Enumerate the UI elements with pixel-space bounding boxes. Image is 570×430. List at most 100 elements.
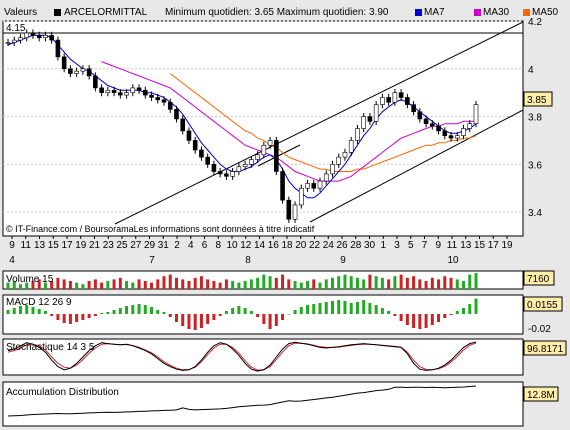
candle-body	[49, 35, 54, 41]
candle-body	[74, 70, 79, 74]
volume-bar	[293, 281, 297, 289]
macd-bar	[199, 314, 203, 328]
candle-body	[124, 92, 129, 96]
candle-body	[442, 130, 448, 136]
volume-bars	[6, 273, 478, 289]
candle-body	[30, 32, 36, 36]
candle-body	[342, 152, 348, 158]
macd-bar	[256, 314, 260, 317]
month-label: 9	[340, 255, 346, 266]
volume-bar	[156, 279, 160, 289]
volume-bar	[187, 281, 191, 289]
volume-bar	[168, 274, 172, 289]
volume-bar	[81, 284, 85, 289]
volume-bar	[37, 279, 41, 289]
date-tick-label: 29	[144, 240, 156, 251]
macd-bar	[50, 314, 54, 316]
volume-bar	[118, 277, 122, 289]
channel-lower-line	[309, 109, 524, 223]
date-tick-label: 21	[89, 240, 101, 251]
price-ytick-label: 3.8	[528, 113, 542, 124]
candle-body	[274, 140, 279, 172]
volume-bar	[449, 277, 453, 289]
volume-bar	[75, 282, 79, 289]
macd-bar	[399, 314, 403, 321]
candle-body	[224, 173, 229, 177]
macd-bar	[362, 300, 366, 314]
ma50-swatch	[523, 9, 530, 16]
volume-bar	[224, 279, 228, 289]
volume-bar	[324, 279, 328, 289]
macd-bar	[349, 303, 353, 314]
volume-bar	[443, 276, 447, 289]
macd-bar	[449, 314, 453, 315]
candle-body	[18, 37, 23, 41]
macd-bar	[218, 314, 222, 316]
candle-body	[142, 89, 148, 96]
macd-bar	[131, 305, 135, 314]
volume-bar	[25, 282, 29, 289]
candle-body	[68, 68, 73, 74]
volume-bar	[106, 281, 110, 289]
macd-bar	[355, 302, 359, 314]
candle-body	[286, 199, 292, 220]
volume-bar	[437, 279, 441, 289]
stochastic-last-box	[523, 340, 567, 356]
candle-body	[24, 32, 30, 39]
ma50-line	[169, 73, 477, 172]
candle-body	[236, 166, 242, 172]
ma50-legend: MA50	[532, 7, 559, 18]
date-tick-label: 20	[295, 240, 307, 251]
month-label: 10	[447, 255, 459, 266]
candle-body	[192, 140, 198, 151]
ma30-legend: MA30	[483, 7, 510, 18]
volume-bar	[399, 274, 403, 289]
candle-body	[298, 187, 304, 206]
stochastic-k-line	[7, 341, 477, 372]
price-candles	[5, 29, 479, 223]
macd-bar	[443, 314, 447, 318]
macd-bar	[368, 303, 372, 314]
volume-bar	[43, 282, 47, 289]
volume-bar	[268, 276, 272, 289]
macd-bar	[231, 308, 235, 314]
price-last-value: 3.85	[527, 95, 547, 106]
macd-bar	[424, 314, 428, 328]
date-tick-label: 11	[21, 240, 32, 251]
candle-body	[149, 94, 154, 98]
volume-bar	[231, 281, 235, 289]
volume-bar	[281, 274, 285, 289]
candle-body	[255, 154, 260, 160]
macd-bar	[474, 298, 478, 314]
volume-bar	[424, 281, 428, 289]
price-y-axis: 3.4 3.6 3.8 4 4.2	[528, 17, 542, 219]
volume-bar	[206, 279, 210, 289]
channel-inner-line	[257, 144, 301, 167]
volume-bar	[306, 281, 310, 289]
ma7-swatch	[415, 9, 422, 16]
macd-bar	[118, 308, 122, 314]
candle-body	[111, 89, 117, 93]
date-tick-label: 13	[34, 240, 46, 251]
candle-body	[336, 156, 342, 165]
symbol-swatch	[54, 9, 61, 16]
macd-bar	[187, 314, 191, 329]
volume-bar	[143, 281, 147, 289]
volume-bar	[374, 276, 378, 289]
volume-bar	[343, 274, 347, 289]
volume-bar	[237, 282, 241, 289]
macd-bar	[137, 304, 141, 314]
macd-bar	[25, 305, 29, 314]
date-tick-label: 13	[460, 240, 472, 251]
macd-bar	[168, 314, 172, 317]
volume-bar	[468, 274, 472, 289]
price-ytick-label: 4.2	[528, 17, 542, 28]
macd-bar	[324, 302, 328, 314]
date-tick-label: 18	[281, 240, 293, 251]
candle-body	[373, 104, 379, 122]
macd-bar	[262, 314, 266, 324]
candle-body	[280, 171, 285, 201]
candle-body	[330, 164, 335, 175]
ma30-swatch	[474, 9, 481, 16]
date-tick-label: 19	[501, 240, 513, 251]
